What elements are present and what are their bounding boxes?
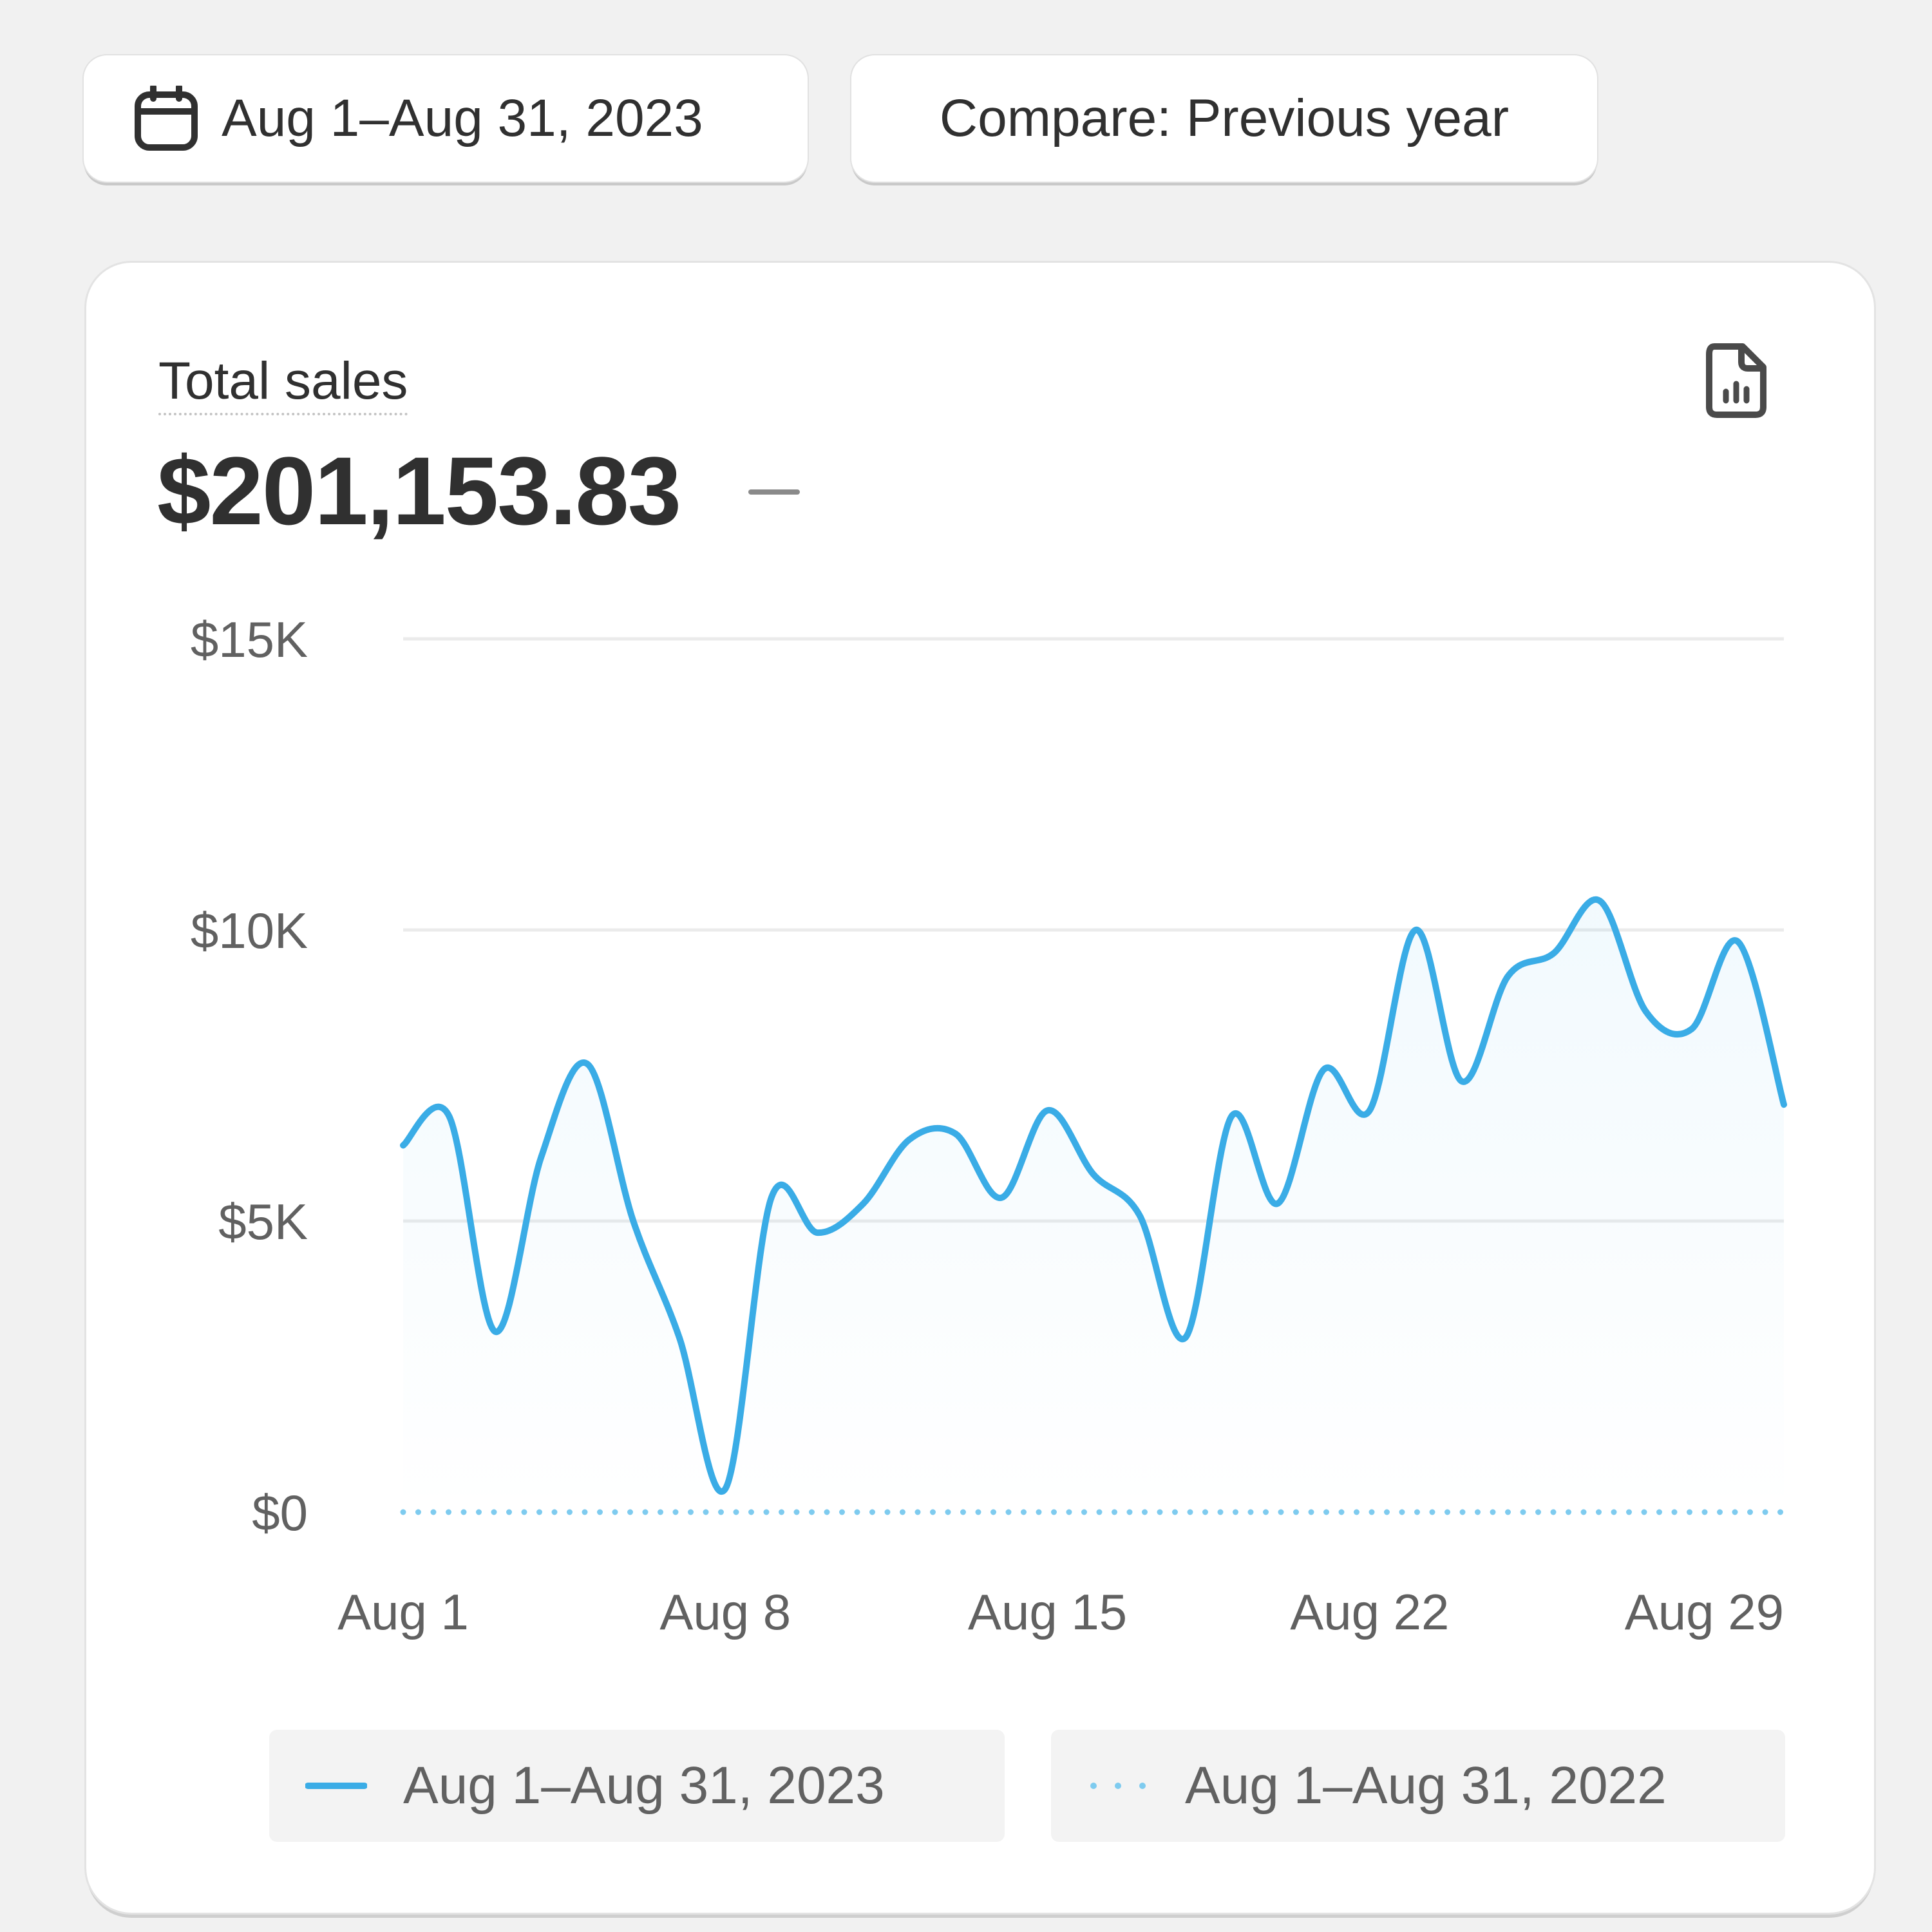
- x-tick-label: Aug 22: [1290, 1584, 1449, 1640]
- legend-current-period[interactable]: Aug 1–Aug 31, 2023: [269, 1730, 1005, 1842]
- solid-line-swatch: [305, 1783, 367, 1789]
- compare-label: Compare: Previous year: [939, 89, 1510, 147]
- date-range-button[interactable]: Aug 1–Aug 31, 2023: [84, 55, 808, 182]
- change-indicator: [748, 489, 800, 495]
- legend-previous-label: Aug 1–Aug 31, 2022: [1185, 1756, 1667, 1815]
- dotted-line-swatch: [1090, 1783, 1146, 1789]
- report-export-icon[interactable]: [1705, 343, 1767, 419]
- y-tick-label: $0: [252, 1484, 308, 1541]
- legend-previous-period[interactable]: Aug 1–Aug 31, 2022: [1051, 1730, 1785, 1842]
- date-range-label: Aug 1–Aug 31, 2023: [222, 89, 703, 147]
- calendar-icon: [135, 86, 198, 151]
- x-tick-label: Aug 15: [968, 1584, 1127, 1640]
- legend-current-label: Aug 1–Aug 31, 2023: [403, 1756, 885, 1815]
- card-title[interactable]: Total sales: [158, 351, 408, 416]
- compare-button[interactable]: Compare: Previous year: [851, 55, 1597, 182]
- x-tick-label: Aug 8: [659, 1584, 791, 1640]
- y-tick-label: $10K: [191, 902, 308, 959]
- x-tick-label: Aug 29: [1625, 1584, 1784, 1640]
- y-tick-label: $15K: [191, 611, 308, 668]
- y-tick-label: $5K: [218, 1193, 308, 1250]
- primary-series-line: [400, 896, 1787, 1495]
- primary-series-area: [403, 899, 1784, 1512]
- x-tick-label: Aug 1: [337, 1584, 469, 1640]
- total-sales-value: $201,153.83: [157, 437, 681, 545]
